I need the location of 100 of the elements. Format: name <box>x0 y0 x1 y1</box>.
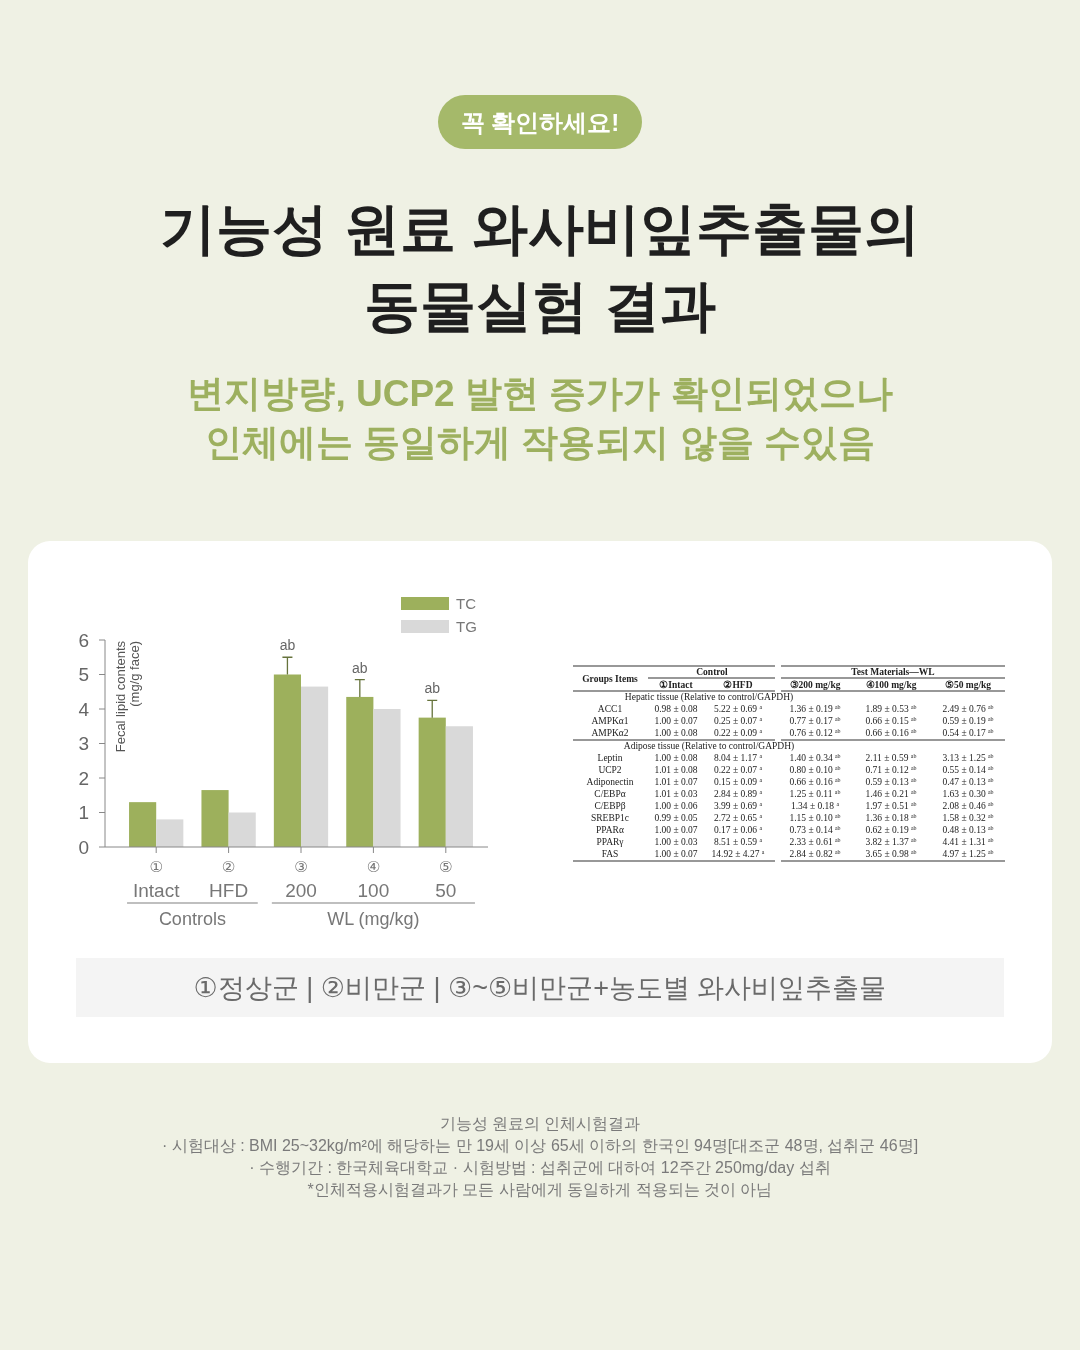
text: PPARγ <box>596 837 624 847</box>
text: 꼭 확인하세요! <box>460 109 620 136</box>
text: 0.76 ± 0.12 $^{ab}$ <box>789 728 841 738</box>
text: 1.46 ± 0.21 $^{ab}$ <box>865 789 917 799</box>
text: · 수행기간 : 한국체육대학교 · 시험방법 : 섭취군에 대하여 12주간 250mg/day 섭취 <box>249 1159 831 1176</box>
text: 1.00 ± 0.08 <box>654 753 698 763</box>
text: 0.71 ± 0.12 $^{ab}$ <box>865 765 917 775</box>
text: 0.54 ± 0.17 $^{ab}$ <box>942 728 994 738</box>
text: 1.00 ± 0.07 <box>654 825 698 835</box>
text: 3.65 ± 0.98 $^{ab}$ <box>865 849 917 859</box>
text: 0.59 ± 0.13 $^{ab}$ <box>865 777 917 787</box>
text: 1.00 ± 0.03 <box>654 837 698 847</box>
text: SREBP1c <box>590 813 630 823</box>
text: ①Intact <box>659 680 694 690</box>
legend-label: TG <box>456 618 477 635</box>
text: · 시험대상 : BMI 25~32kg/m²에 해당하는 만 19세 이상 65세 이하의 한국인 94명[대조군 48명, 섭취군 46명] <box>161 1137 919 1154</box>
text: 0.47 ± 0.13 $^{ab}$ <box>942 777 994 787</box>
text: ACC1 <box>597 704 623 714</box>
text: AMPKα1 <box>591 716 629 726</box>
text: AMPKα2 <box>591 728 629 738</box>
y-tick-label: 2 <box>78 767 89 789</box>
text: *인체적용시험결과가 모든 사람에게 동일하게 적용되는 것이 아님 <box>307 1181 773 1198</box>
bar <box>346 696 374 847</box>
text: UCP2 <box>598 765 622 775</box>
text: 4.97 ± 1.25 $^{ab}$ <box>942 849 994 859</box>
text: 0.25 ± 0.07 $^{a}$ <box>713 716 763 726</box>
text: Controls <box>158 909 226 929</box>
bar <box>156 819 184 847</box>
bar <box>273 674 301 847</box>
text: 1.00 ± 0.08 <box>654 728 698 738</box>
text: 1.97 ± 0.51 $^{ab}$ <box>865 801 917 811</box>
text: 0.80 ± 0.10 $^{ab}$ <box>789 765 841 775</box>
text: ②HFD <box>723 680 753 690</box>
text: 1.89 ± 0.53 $^{ab}$ <box>865 704 917 714</box>
text: Hepatic tissue (Relative to control/GAPDH) <box>624 692 794 703</box>
text: PPARα <box>596 825 624 835</box>
y-tick-label: 4 <box>78 698 90 720</box>
text: 기능성 원료의 인체시험결과 <box>439 1115 641 1132</box>
text: 0.15 ± 0.09 $^{a}$ <box>713 777 763 787</box>
text: 0.62 ± 0.19 $^{ab}$ <box>865 825 917 835</box>
x-tick-label: ① Intact <box>132 858 181 901</box>
text: 0.66 ± 0.15 $^{ab}$ <box>865 716 917 726</box>
bar <box>228 812 256 847</box>
annotation: ab <box>352 659 368 676</box>
text: 2.08 ± 0.46 $^{ab}$ <box>942 801 994 811</box>
text: 4.41 ± 1.31 $^{ab}$ <box>942 837 994 847</box>
annotation: ab <box>279 637 296 654</box>
text: ③200 mg/kg <box>789 680 841 690</box>
annotation: ab <box>424 680 441 697</box>
text: 14.92 ± 4.27 $^{a}$ <box>711 849 765 859</box>
text: Adiponectin <box>586 777 634 787</box>
text: C/EBPβ <box>594 801 626 811</box>
text: 3.82 ± 1.37 $^{ab}$ <box>865 837 917 847</box>
text: Adipose tissue (Relative to control/GAPDH) <box>623 741 795 752</box>
bar <box>201 790 229 847</box>
y-tick-label: 5 <box>78 664 89 686</box>
x-tick-label: ② HFD <box>209 858 249 901</box>
text: 0.73 ± 0.14 $^{ab}$ <box>789 825 841 835</box>
bar <box>373 709 401 847</box>
text: ①정상군 | ②비만군 | ③~⑤비만군+농도별 와사비잎추출물 <box>193 973 887 1003</box>
text: 8.04 ± 1.17 $^{a}$ <box>713 753 763 763</box>
x-tick-label: ⑤ 50 <box>435 858 457 901</box>
text: 0.17 ± 0.06 $^{a}$ <box>713 825 763 835</box>
text: 0.66 ± 0.16 $^{ab}$ <box>865 728 917 738</box>
text: WL (mg/kg) <box>327 909 420 929</box>
text: 1.01 ± 0.07 <box>654 777 698 787</box>
bar <box>129 802 157 847</box>
text: 2.33 ± 0.61 $^{ab}$ <box>789 837 841 847</box>
text: 1.01 ± 0.03 <box>654 789 698 799</box>
text: ⑤50 mg/kg <box>944 680 992 690</box>
text: 1.25 ± 0.11 $^{ab}$ <box>789 789 841 799</box>
text: 1.36 ± 0.19 $^{ab}$ <box>789 704 841 714</box>
y-tick-label: 6 <box>78 629 89 651</box>
chart-subtitle: 변지방량, UCP2 발현 증가가 확인되었으나 인체에는 동일하게 작용되지 않을 수있음 <box>187 373 893 463</box>
text: 0.59 ± 0.19 $^{ab}$ <box>942 716 994 726</box>
text: 0.22 ± 0.07 $^{a}$ <box>713 765 763 775</box>
text: 1.00 ± 0.07 <box>654 716 698 726</box>
text: 2.84 ± 0.82 $^{ab}$ <box>789 849 841 859</box>
text: 1.15 ± 0.10 $^{ab}$ <box>789 813 841 823</box>
text: 0.48 ± 0.13 $^{ab}$ <box>942 825 994 835</box>
text: 0.22 ± 0.09 $^{a}$ <box>713 728 763 738</box>
text: Test Materials—WL <box>851 667 935 677</box>
legend-label: TC <box>456 595 477 612</box>
text: 1.01 ± 0.08 <box>654 765 698 775</box>
text: 2.84 ± 0.89 $^{a}$ <box>713 789 763 799</box>
text: 1.00 ± 0.06 <box>654 801 698 811</box>
y-tick-label: 1 <box>78 802 89 824</box>
text: 0.55 ± 0.14 $^{ab}$ <box>942 765 994 775</box>
text: 0.77 ± 0.17 $^{ab}$ <box>789 716 841 726</box>
text: 1.36 ± 0.18 $^{ab}$ <box>865 813 917 823</box>
bar <box>301 686 329 847</box>
x-tick-label: ③ 200 <box>285 858 317 901</box>
y-axis-title: Fecal lipid contents (mg/g face) <box>113 640 142 753</box>
text: 1.40 ± 0.34 $^{ab}$ <box>789 753 841 763</box>
text: 3.99 ± 0.69 $^{a}$ <box>713 801 763 811</box>
bar <box>418 717 446 847</box>
text: FAS <box>601 849 619 859</box>
text: 1.63 ± 0.30 $^{ab}$ <box>942 789 994 799</box>
text: 2.72 ± 0.65 $^{a}$ <box>713 813 763 823</box>
text: 0.98 ± 0.08 <box>654 704 698 714</box>
